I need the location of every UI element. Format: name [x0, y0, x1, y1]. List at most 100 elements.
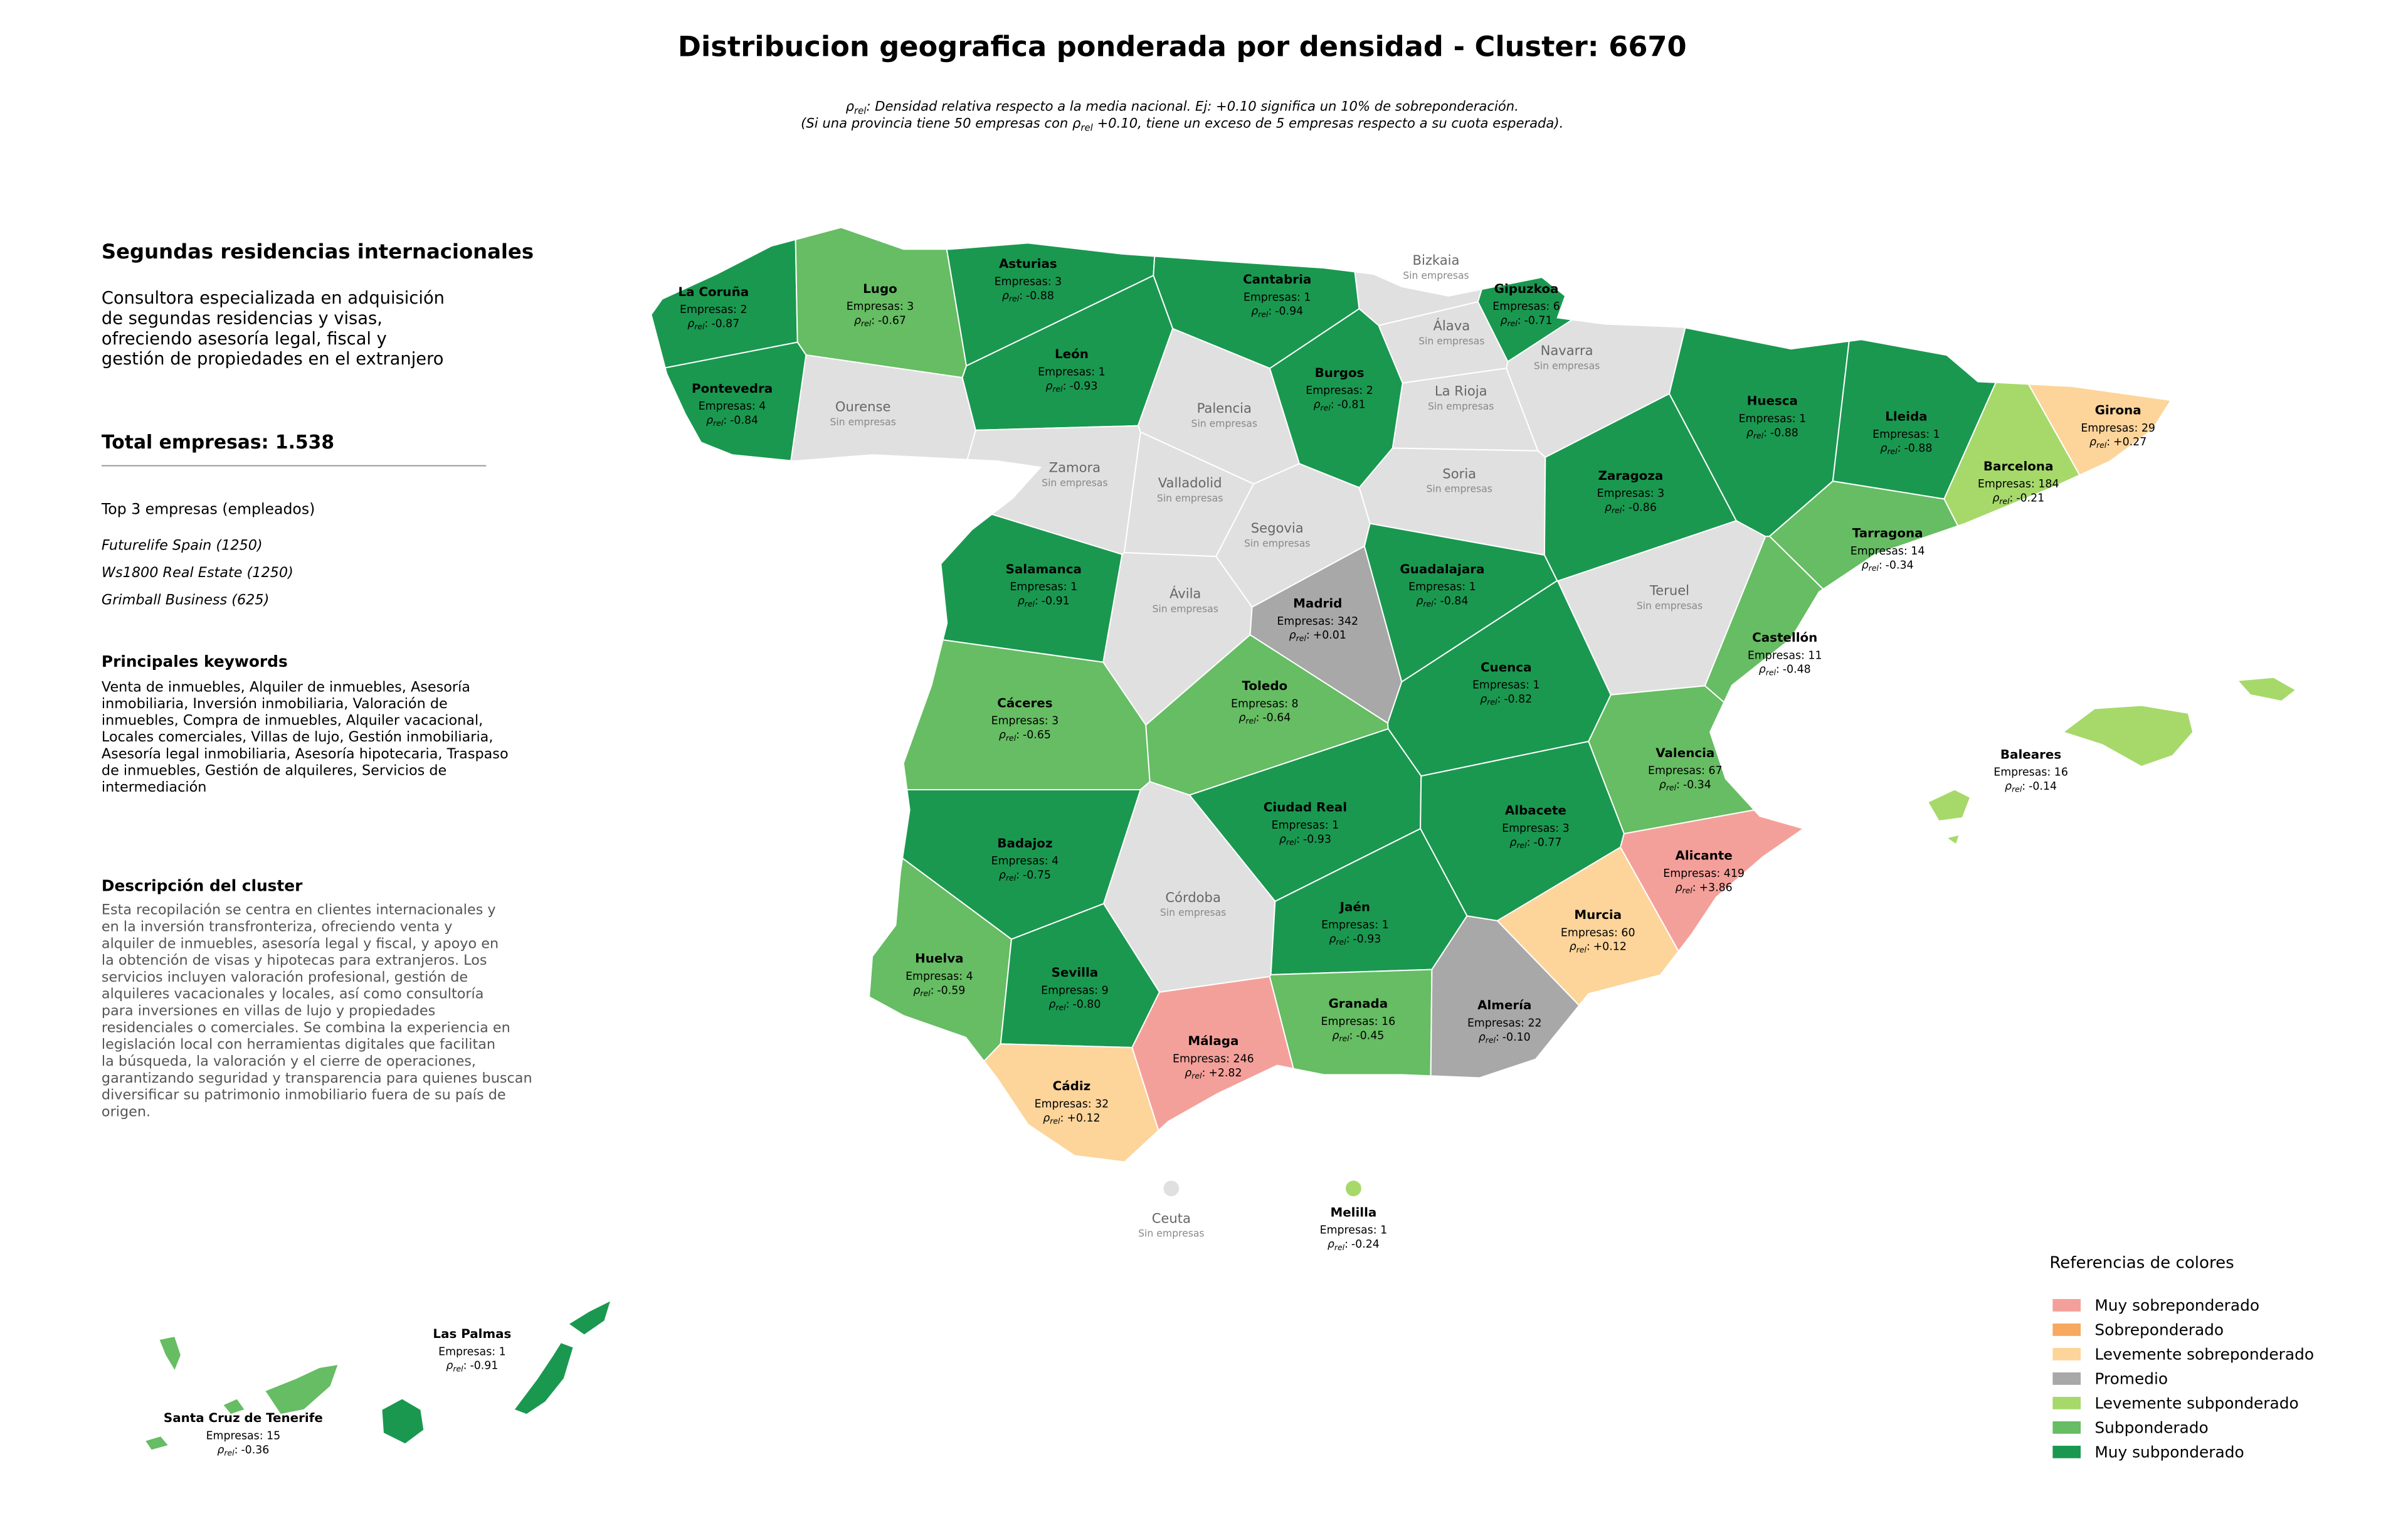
description-line: Esta recopilación se centra en clientes … — [102, 902, 496, 918]
rho-subscript: rel — [1055, 1002, 1066, 1012]
province-name: Huesca — [1747, 394, 1798, 408]
summary-line: ofreciendo asesoría legal, fiscal y — [102, 329, 387, 349]
rho-suffix: : — [1268, 305, 1272, 318]
province-companies: Empresas: 1 — [1320, 1224, 1388, 1237]
rho-subscript: rel — [1612, 506, 1622, 515]
rho-symbol: ρ — [1045, 380, 1052, 393]
city-area — [1163, 1180, 1180, 1197]
province-name: León — [1055, 347, 1089, 361]
province-name: Madrid — [1293, 596, 1342, 610]
province-companies: Empresas: 32 — [1035, 1098, 1109, 1111]
rho-value: +0.12 — [1067, 1112, 1100, 1125]
rho-value: -0.67 — [878, 315, 906, 327]
top-company: Futurelife Spain (1250) — [102, 538, 263, 554]
province-name: Valladolid — [1158, 475, 1222, 491]
province-rho: ρrel: -0.24 — [1328, 1238, 1380, 1252]
province-name: Huelva — [915, 952, 963, 966]
province-companies: Empresas: 4 — [991, 855, 1059, 867]
rho-value: -0.80 — [1072, 999, 1101, 1011]
rho-symbol: ρ — [1659, 778, 1666, 791]
island-area — [2062, 705, 2194, 767]
rho-symbol: ρ — [1501, 315, 1508, 327]
rho-value: -0.88 — [1904, 442, 1932, 455]
province-name: Zaragoza — [1598, 469, 1663, 483]
total: Total empresas: 1.538 — [102, 432, 334, 454]
province-name: Ciudad Real — [1264, 800, 1347, 815]
rho-suffix: : — [2009, 492, 2013, 505]
description-line: garantizando seguridad y transparencia p… — [102, 1070, 532, 1086]
rho-value: -0.81 — [1338, 399, 1366, 411]
rho-value: -0.75 — [1023, 869, 1051, 882]
province-name: Zamora — [1049, 459, 1101, 475]
province-area — [1430, 915, 1580, 1079]
province-rho: ρrel: -0.82 — [1480, 693, 1532, 707]
province-area — [664, 341, 807, 462]
rho-subscript: rel — [1296, 634, 1307, 643]
province-rho: ρrel: -0.75 — [999, 869, 1051, 883]
province-name: La Coruña — [678, 285, 749, 299]
rho-suffix: : — [1035, 595, 1038, 607]
province-rho: ρrel: -0.21 — [1992, 492, 2044, 506]
rho-subscript: rel — [224, 1448, 235, 1458]
province-name: Álava — [1434, 317, 1471, 333]
province-rho: ρrel: +0.27 — [2089, 436, 2147, 450]
province-name: Granada — [1329, 997, 1388, 1011]
province-note: Sin empresas — [1637, 600, 1703, 612]
legend-label: Subponderado — [2094, 1419, 2208, 1437]
province-note: Sin empresas — [1191, 417, 1257, 429]
rho-subscript: rel — [1321, 403, 1331, 412]
legend-label: Muy sobreponderado — [2094, 1297, 2259, 1315]
province-rho: ρrel: -0.34 — [1659, 778, 1711, 792]
rho-value: +0.27 — [2113, 436, 2147, 448]
summary-line: Consultora especializada en adquisición — [102, 289, 445, 308]
rho-symbol: ρ — [1289, 629, 1296, 642]
province-companies: Empresas: 9 — [1041, 984, 1109, 997]
province-name: Valencia — [1656, 746, 1714, 760]
province-rho: ρrel: -0.87 — [687, 317, 739, 331]
province-rho: ρrel: +0.01 — [1289, 629, 1346, 643]
province-companies: Empresas: 29 — [2081, 422, 2155, 435]
rho-suffix: : — [235, 1444, 238, 1456]
rho-suffix: : — [1434, 595, 1437, 607]
province-companies: Empresas: 1 — [1272, 819, 1339, 832]
island-area — [513, 1342, 574, 1415]
rho-value: -0.94 — [1275, 305, 1303, 318]
rho-value: -0.36 — [241, 1444, 269, 1456]
rho-suffix: : — [1306, 629, 1310, 642]
province-companies: Empresas: 3 — [991, 715, 1059, 728]
legend-label: Promedio — [2094, 1370, 2168, 1388]
rho-value: -0.71 — [1524, 315, 1553, 327]
legend-label: Levemente subponderado — [2094, 1394, 2298, 1413]
province-companies: Empresas: 3 — [995, 275, 1062, 288]
province-name: Barcelona — [1983, 459, 2054, 474]
province-note: Sin empresas — [1428, 400, 1494, 412]
province-companies: Empresas: 60 — [1561, 926, 1635, 939]
description-line: servicios incluyen valoración profesiona… — [102, 969, 468, 985]
province-companies: Empresas: 22 — [1467, 1017, 1542, 1029]
rho-subscript: rel — [1516, 841, 1527, 850]
rho-suffix: : — [723, 414, 727, 427]
province-rho: ρrel: -0.71 — [1501, 315, 1553, 329]
sidebar-heading: Segundas residencias internacionales — [102, 240, 534, 263]
province-companies: Empresas: 1 — [1472, 679, 1540, 692]
subtitle-text: : Densidad relativa respecto a la media … — [866, 98, 1518, 114]
province-rho: ρrel: -0.59 — [913, 984, 965, 998]
rho-value: -0.87 — [711, 317, 739, 330]
rho-subscript: rel — [694, 322, 705, 331]
rho-value: +2.82 — [1208, 1067, 1242, 1080]
province-companies: Empresas: 67 — [1648, 765, 1723, 777]
province-companies: Empresas: 1 — [438, 1345, 506, 1358]
province-name: Jaén — [1339, 900, 1370, 915]
province-name: Girona — [2095, 403, 2141, 418]
rho-suffix: : — [1497, 693, 1501, 706]
rho-subscript: rel — [1766, 667, 1777, 677]
province-name: Navarra — [1541, 342, 1593, 358]
province-companies: Empresas: 6 — [1492, 300, 1560, 313]
rho-subscript: rel — [2012, 785, 2022, 794]
province-rho: ρrel: -0.86 — [1605, 501, 1657, 515]
rho-subscript: rel — [1753, 431, 1764, 440]
rho-symbol: ρ — [1043, 1112, 1050, 1125]
province-layer — [144, 226, 2296, 1451]
subtitle-line: (Si una provincia tiene 50 empresas con … — [801, 115, 1563, 134]
province-name: Murcia — [1574, 908, 1622, 922]
